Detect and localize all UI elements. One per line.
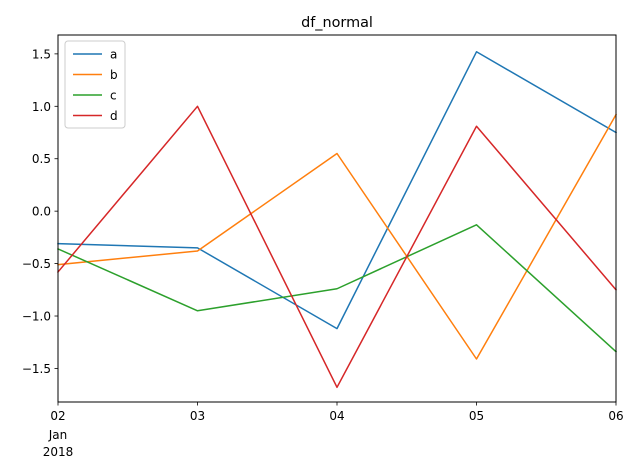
- legend-label-b: b: [110, 68, 118, 82]
- chart-title: df_normal: [301, 15, 373, 31]
- y-tick-label: 0.5: [32, 152, 51, 166]
- x-tick-label: 05: [469, 409, 484, 423]
- x-tick-label: 03: [190, 409, 205, 423]
- y-tick-label: 0.0: [32, 205, 51, 219]
- legend-label-a: a: [110, 48, 117, 62]
- series-line-d: [56, 105, 618, 389]
- series-line-a: [57, 51, 618, 330]
- legend-label-c: c: [110, 89, 117, 103]
- y-tick-label: 1.0: [32, 100, 51, 114]
- y-tick-label: −1.5: [22, 362, 51, 376]
- series-line-b: [57, 113, 618, 360]
- plot-frame: [57, 34, 617, 403]
- y-tick-label: 1.5: [32, 47, 51, 61]
- x-tick-sublabel: 2018: [43, 445, 74, 459]
- legend-label-d: d: [110, 109, 118, 123]
- x-tick-label: 04: [329, 409, 344, 423]
- legend-box: [64, 40, 126, 129]
- x-tick-label: 06: [608, 409, 623, 423]
- series-line-c: [57, 224, 618, 353]
- y-tick-label: −1.0: [22, 310, 51, 324]
- x-tick-sublabel: Jan: [48, 428, 68, 442]
- y-tick-label: −0.5: [22, 257, 51, 271]
- x-tick-label: 02: [50, 409, 65, 423]
- x-axis: 02 Jan 2018 03 04 05 06: [43, 402, 624, 459]
- plot-lines: [56, 51, 618, 389]
- y-axis: 1.5 1.0 0.5 0.0 −0.5 −1.0 −1.5: [22, 47, 58, 376]
